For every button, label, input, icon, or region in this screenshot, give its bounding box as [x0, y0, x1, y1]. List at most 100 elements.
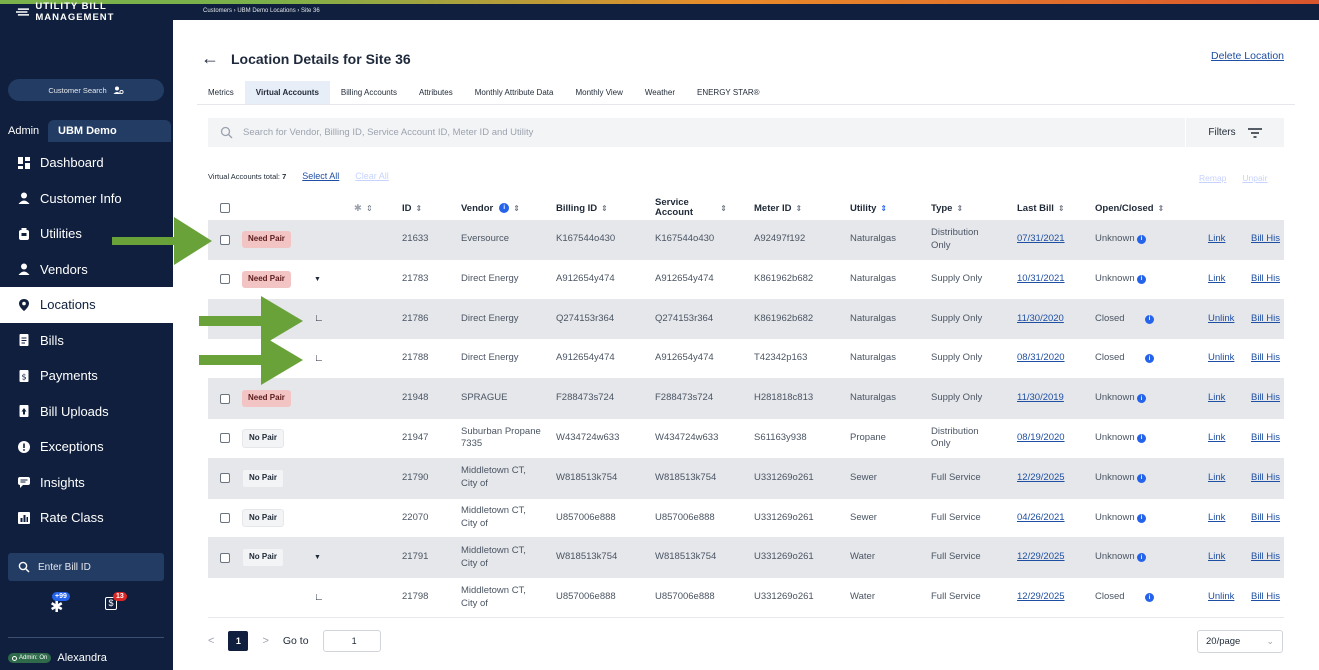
link-link[interactable]: Link	[1208, 392, 1226, 404]
info-icon[interactable]: i	[1137, 394, 1146, 404]
status-info[interactable]: i	[1135, 538, 1146, 577]
table-row[interactable]: Need Pair 21948 SPRAGUE F288473s724 F288473s…	[208, 379, 1284, 419]
row-select[interactable]	[220, 260, 230, 299]
status-info[interactable]: i	[1143, 339, 1154, 378]
status-info[interactable]: i	[1135, 260, 1146, 299]
sidebar-item-dashboard[interactable]: Dashboard	[0, 145, 173, 181]
unlink-link[interactable]: Unlink	[1208, 591, 1235, 603]
tab-attributes[interactable]: Attributes	[418, 88, 453, 97]
info-icon[interactable]: i	[499, 203, 510, 213]
tab-virtual-accounts[interactable]: Virtual Accounts	[244, 81, 330, 104]
goto-page-input[interactable]: 1	[322, 630, 381, 652]
column-id[interactable]: ID ⇕	[402, 196, 422, 220]
link-link[interactable]: Link	[1208, 233, 1226, 245]
table-row[interactable]: Need Pair ▼ 21783 Direct Energy A912654y474 A…	[208, 260, 1284, 300]
bill-history-link[interactable]: Bill His	[1251, 352, 1281, 364]
virtual-account-search-input[interactable]: Search for Vendor, Billing ID, Service A…	[208, 118, 1185, 147]
page-size-select[interactable]: 20/page ⌄	[1197, 630, 1283, 653]
last-bill-link[interactable]: 08/19/2020	[1017, 432, 1065, 444]
status-info[interactable]: i	[1135, 379, 1146, 418]
status-info[interactable]: i	[1135, 499, 1146, 538]
column-utility[interactable]: Utility ⇕	[850, 196, 887, 220]
table-row[interactable]: No Pair 22070 Middletown CT, City of U85700…	[208, 499, 1284, 539]
delete-location-link[interactable]: Delete Location	[1211, 50, 1284, 62]
checkbox[interactable]	[220, 234, 230, 245]
column-open-closed[interactable]: Open/Closed ⇕	[1095, 196, 1164, 220]
info-icon[interactable]: i	[1145, 354, 1154, 364]
brand-logo[interactable]: UTILITY BILL MANAGEMENT	[0, 1, 182, 23]
info-icon[interactable]: i	[1137, 473, 1146, 483]
status-info[interactable]: i	[1135, 459, 1146, 498]
breadcrumb[interactable]: Customers › UBM Demo Locations › Site 36	[203, 8, 320, 14]
bill-history-link[interactable]: Bill His	[1251, 233, 1281, 245]
tab-monthly-view[interactable]: Monthly View	[575, 88, 623, 97]
row-select[interactable]	[220, 499, 230, 538]
row-select[interactable]	[220, 419, 230, 458]
column-service-account[interactable]: Service Account ⇕	[655, 196, 727, 220]
last-bill-link[interactable]: 07/31/2021	[1017, 233, 1065, 245]
back-arrow-icon[interactable]: ←	[201, 48, 219, 68]
sidebar-item-rate-class[interactable]: Rate Class	[0, 500, 173, 536]
info-icon[interactable]: i	[1137, 513, 1146, 523]
row-select[interactable]	[220, 220, 230, 259]
unpair-link[interactable]: Unpair	[1242, 173, 1268, 183]
next-page-icon[interactable]: >	[262, 635, 269, 647]
tab-weather[interactable]: Weather	[644, 88, 675, 97]
column-meter-id[interactable]: Meter ID ⇕	[754, 196, 802, 220]
checkbox[interactable]	[220, 274, 230, 285]
sidebar-item-utilities[interactable]: Utilities	[0, 216, 173, 252]
sidebar-item-locations[interactable]: Locations	[0, 287, 173, 323]
tab-energy-star[interactable]: ENERGY STAR®	[696, 88, 760, 97]
expand-caret-icon[interactable]: ▼	[314, 275, 321, 283]
expand-caret-icon[interactable]: ▼	[314, 554, 321, 562]
row-select[interactable]	[220, 459, 230, 498]
checkbox[interactable]	[220, 203, 230, 213]
info-icon[interactable]: i	[1137, 274, 1146, 284]
info-icon[interactable]: i	[1137, 235, 1146, 244]
bill-history-link[interactable]: Bill His	[1251, 312, 1281, 324]
table-row[interactable]: No Pair ▼ 21791 Middletown CT, City of W8185…	[208, 538, 1284, 579]
last-bill-link[interactable]: 11/30/2020	[1017, 312, 1064, 324]
filters-button[interactable]: Filters	[1186, 118, 1284, 147]
select-all-link[interactable]: Select All	[302, 171, 340, 181]
table-row[interactable]: Need Pair 21633 Eversource K167544o430 K1675…	[208, 220, 1284, 260]
sidebar-item-vendors[interactable]: Vendors	[0, 252, 173, 288]
status-info[interactable]: i	[1143, 300, 1154, 339]
sidebar-item-insights[interactable]: Insights	[0, 465, 173, 501]
checkbox[interactable]	[220, 433, 230, 444]
bill-history-link[interactable]: Bill His	[1251, 471, 1281, 483]
customer-search-button[interactable]: Customer Search	[8, 79, 164, 101]
sidebar-item-bill-uploads[interactable]: Bill Uploads	[0, 394, 173, 430]
table-row[interactable]: ∟ 21786 Direct Energy Q274153r364 Q274153r36…	[208, 299, 1284, 340]
last-bill-link[interactable]: 04/26/2021	[1017, 511, 1065, 523]
header-select-checkbox[interactable]	[220, 196, 230, 220]
bill-history-link[interactable]: Bill His	[1251, 432, 1281, 444]
last-bill-link[interactable]: 12/29/2025	[1017, 551, 1065, 563]
link-link[interactable]: Link	[1208, 272, 1226, 284]
tab-monthly-attribute-data[interactable]: Monthly Attribute Data	[474, 88, 554, 97]
bill-history-link[interactable]: Bill His	[1251, 392, 1281, 404]
admin-label[interactable]: Admin	[8, 125, 40, 137]
table-row[interactable]: ∟ 21798 Middletown CT, City of U857006e888 U…	[208, 578, 1284, 618]
row-select[interactable]	[220, 538, 230, 577]
checkbox[interactable]	[220, 552, 230, 563]
status-info[interactable]: i	[1143, 578, 1154, 617]
link-link[interactable]: Link	[1208, 471, 1226, 483]
last-bill-link[interactable]: 08/31/2020	[1017, 352, 1065, 364]
tab-billing-accounts[interactable]: Billing Accounts	[340, 88, 397, 97]
bill-history-link[interactable]: Bill His	[1251, 272, 1281, 284]
last-bill-link[interactable]: 10/31/2021	[1017, 272, 1065, 284]
column-last-bill[interactable]: Last Bill ⇕	[1017, 196, 1065, 220]
status-info[interactable]: i	[1135, 419, 1146, 458]
asterisk-icon[interactable]: ✱	[50, 599, 64, 616]
link-link[interactable]: Link	[1208, 432, 1226, 444]
status-info[interactable]: i	[1135, 220, 1146, 259]
column-billing-id[interactable]: Billing ID ⇕	[556, 196, 608, 220]
sidebar-item-bills[interactable]: Bills	[0, 323, 173, 359]
bill-id-search[interactable]: Enter Bill ID	[8, 553, 164, 581]
table-row[interactable]: No Pair 21947 Suburban Propane 7335 W434724…	[208, 419, 1284, 459]
checkbox[interactable]	[220, 393, 230, 404]
row-select[interactable]	[220, 379, 230, 418]
checkbox[interactable]	[220, 473, 230, 484]
bill-icon[interactable]: $	[105, 597, 117, 610]
